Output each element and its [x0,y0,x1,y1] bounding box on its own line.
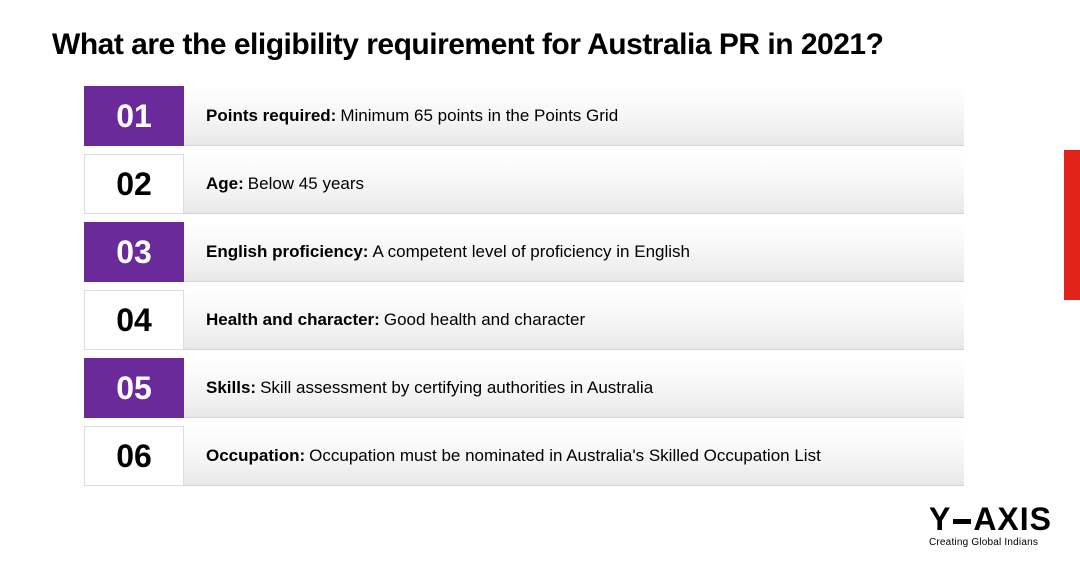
brand-logo: Y AXIS Creating Global Indians [929,503,1052,548]
item-desc: Below 45 years [248,174,364,194]
item-number: 04 [84,290,184,350]
red-accent-bar [1064,150,1080,300]
list-item: 01 Points required: Minimum 65 points in… [84,86,964,146]
item-number: 06 [84,426,184,486]
logo-letter-y: Y [929,503,951,535]
item-number: 03 [84,222,184,282]
item-desc: A competent level of proficiency in Engl… [372,242,690,262]
item-label: Age: [206,174,244,194]
logo-letter-axis: AXIS [973,503,1052,535]
page-title: What are the eligibility requirement for… [0,0,1080,62]
list-item: 06 Occupation: Occupation must be nomina… [84,426,964,486]
logo-tagline: Creating Global Indians [929,537,1052,548]
item-text: Age: Below 45 years [184,154,964,214]
requirements-list: 01 Points required: Minimum 65 points in… [84,86,964,486]
logo-text: Y AXIS [929,503,1052,535]
logo-dash-icon [953,519,971,524]
item-label: Occupation: [206,446,305,466]
item-desc: Occupation must be nominated in Australi… [309,446,821,466]
item-text: Health and character: Good health and ch… [184,290,964,350]
list-item: 04 Health and character: Good health and… [84,290,964,350]
list-item: 05 Skills: Skill assessment by certifyin… [84,358,964,418]
item-number: 05 [84,358,184,418]
item-label: Health and character: [206,310,380,330]
item-text: Points required: Minimum 65 points in th… [184,86,964,146]
list-item: 03 English proficiency: A competent leve… [84,222,964,282]
list-item: 02 Age: Below 45 years [84,154,964,214]
item-label: Points required: [206,106,336,126]
item-text: English proficiency: A competent level o… [184,222,964,282]
item-text: Skills: Skill assessment by certifying a… [184,358,964,418]
item-desc: Skill assessment by certifying authoriti… [260,378,653,398]
item-desc: Minimum 65 points in the Points Grid [340,106,618,126]
item-label: English proficiency: [206,242,368,262]
item-number: 01 [84,86,184,146]
item-number: 02 [84,154,184,214]
item-label: Skills: [206,378,256,398]
item-text: Occupation: Occupation must be nominated… [184,426,964,486]
item-desc: Good health and character [384,310,585,330]
